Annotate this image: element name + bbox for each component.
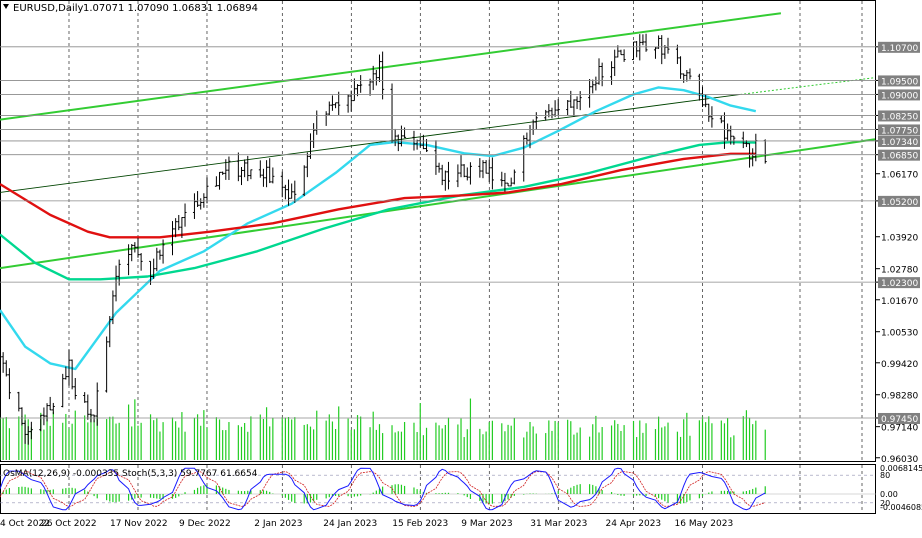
- y-tick-label: 1.02300: [881, 279, 918, 289]
- level-price-badge: [878, 124, 920, 136]
- y-tick-label: 0.98280: [881, 392, 918, 402]
- price-pane: [0, 0, 876, 462]
- level-price-badge: [878, 75, 920, 87]
- trend-line-channel-upper: [0, 12, 782, 121]
- osc-scale-label: 20: [880, 499, 890, 508]
- x-tick-label: 9 Mar 2023: [461, 519, 512, 529]
- y-tick-label: 1.08250: [881, 112, 918, 122]
- x-tick-label: 4 Oct 2022: [0, 519, 50, 529]
- indicator-label: OsMA(12,26,9) -0.000335 Stoch(5,3,3) 59.…: [3, 469, 258, 479]
- x-tick-label: 17 Nov 2022: [110, 519, 168, 529]
- level-price-badge: [878, 412, 920, 424]
- grid-layer: [68, 1, 863, 513]
- x-tick-label: 26 Oct 2022: [41, 519, 97, 529]
- x-tick-label: 2 Jan 2023: [254, 519, 302, 529]
- osc-scale-label: 0.00: [880, 490, 898, 499]
- y-axis-labels: 1.10700 1.09500 1.09000 1.08250 1.07750 1.073…: [876, 41, 922, 512]
- moving-average-slow: [0, 152, 756, 239]
- x-tick-label: 31 Mar 2023: [530, 519, 587, 529]
- y-tick-label: 1.02780: [881, 266, 918, 276]
- level-price-badge: [878, 41, 920, 53]
- moving-average-mid: [0, 140, 756, 281]
- level-price-badge: [878, 135, 920, 147]
- moving-average-layer: [0, 86, 757, 371]
- y-tick-label: 0.96030: [881, 455, 918, 465]
- y-tick-label: 1.06170: [881, 171, 918, 181]
- collapse-triangle-icon[interactable]: [3, 4, 9, 9]
- level-price-badge: [878, 195, 920, 207]
- y-tick-label: 1.07340: [881, 138, 918, 148]
- level-layer: [0, 46, 876, 419]
- ohlc-label: 1.07071 1.07090 1.06831 1.06894: [83, 3, 258, 14]
- y-tick-label: 1.05200: [881, 198, 918, 208]
- y-tick-label: 1.03920: [881, 234, 918, 244]
- y-tick-label: 1.09000: [881, 91, 918, 101]
- trend-line-channel-lower: [0, 138, 876, 270]
- osc-scale-label: 80: [880, 471, 890, 480]
- osc-scale-label: 0.0068145: [880, 464, 922, 473]
- price-axis: [876, 0, 922, 534]
- oscillator-layer: [0, 467, 876, 511]
- trend-line-channel-mid: [0, 93, 741, 193]
- stoch-signal-line: [0, 471, 766, 507]
- x-tick-label: 16 May 2023: [675, 519, 734, 529]
- moving-average-fast: [0, 86, 757, 371]
- y-tick-label: 1.01670: [881, 297, 918, 307]
- x-tick-label: 15 Feb 2023: [392, 519, 448, 529]
- level-price-badge: [878, 89, 920, 101]
- y-tick-label: 1.09500: [881, 77, 918, 87]
- y-tick-label: 1.07750: [881, 126, 918, 136]
- y-tick-label: 1.00530: [881, 329, 918, 339]
- y-tick-label: 1.10700: [881, 44, 918, 54]
- symbol-header: EURUSD,Daily 1.07071 1.07090 1.06831 1.0…: [3, 3, 258, 14]
- x-tick-label: 24 Apr 2023: [606, 519, 662, 529]
- y-tick-label: 0.99420: [881, 360, 918, 370]
- symbol-label: EURUSD,Daily: [13, 3, 84, 14]
- level-price-badge: [878, 110, 920, 122]
- level-price-badge: [878, 149, 920, 161]
- x-tick-label: 24 Jan 2023: [323, 519, 377, 529]
- level-price-badge: [878, 277, 920, 289]
- x-tick-label: 9 Dec 2022: [179, 519, 231, 529]
- y-tick-label: 0.97140: [881, 424, 918, 434]
- volume-layer: [0, 398, 766, 460]
- y-tick-label: 0.97450: [881, 415, 918, 425]
- y-tick-label: 1.06850: [881, 152, 918, 162]
- osc-scale-label: -0.0046085: [880, 503, 922, 512]
- stoch-main-line: [0, 467, 766, 511]
